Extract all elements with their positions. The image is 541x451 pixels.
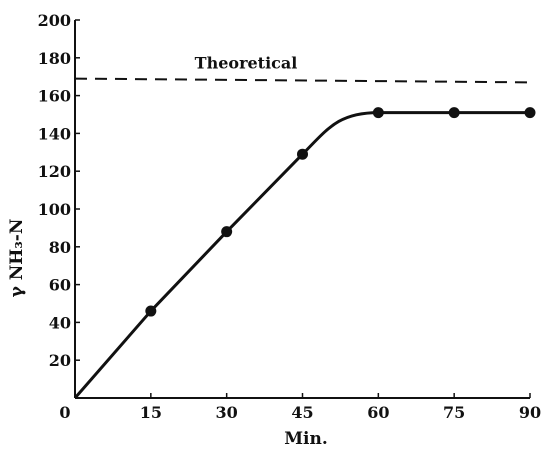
data-point [297, 148, 308, 160]
y-tick-label: 180 [38, 49, 71, 68]
theoretical-label: Theoretical [195, 54, 298, 73]
data-point [372, 107, 384, 119]
x-tick-label: 75 [443, 403, 465, 422]
markers [145, 107, 536, 317]
y-tick-label: 160 [38, 87, 71, 106]
x-tick-label: 0 [59, 403, 70, 422]
y-tick-label: 40 [49, 313, 71, 332]
y-tick-label: 100 [38, 200, 71, 219]
x-tick-label: 60 [367, 403, 389, 422]
theoretical-line [74, 77, 531, 84]
data-point [221, 226, 233, 238]
reference-lines: Theoretical [74, 54, 531, 84]
x-tick-label: 30 [216, 403, 238, 422]
y-tick-label: 200 [38, 11, 71, 30]
x-tick-label: 45 [291, 403, 313, 422]
data-point [448, 107, 460, 119]
y-tick-label: 140 [38, 124, 71, 143]
data-point [145, 305, 157, 317]
y-axis-label: γ NH₃-N [7, 219, 27, 298]
y-tick-label: 80 [49, 238, 71, 257]
axes [74, 20, 530, 399]
ticks: 20 40 60 80 100 120 140 160 180 200 0 15 30 45 60 75 90 [38, 11, 541, 422]
data-point [524, 107, 536, 119]
y-tick-label: 60 [49, 276, 71, 295]
y-tick-label: 120 [38, 162, 71, 181]
x-tick-label: 90 [519, 403, 541, 422]
x-axis-label: Min. [284, 429, 328, 449]
x-tick-label: 15 [140, 403, 162, 422]
y-tick-label: 20 [49, 351, 71, 370]
